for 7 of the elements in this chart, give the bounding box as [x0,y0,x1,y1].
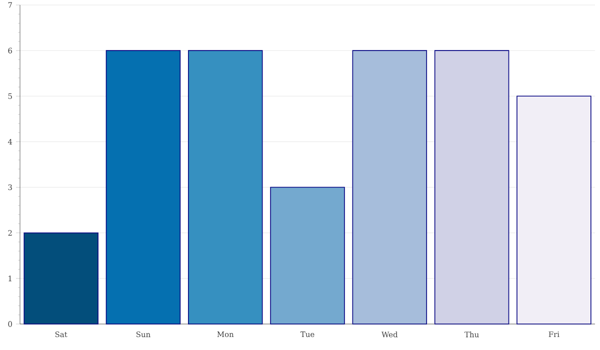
bar [270,186,345,324]
bar [188,50,263,324]
bar [106,50,181,324]
bar [24,232,98,324]
bar [516,96,592,324]
bar [352,50,428,324]
bar [434,50,510,324]
